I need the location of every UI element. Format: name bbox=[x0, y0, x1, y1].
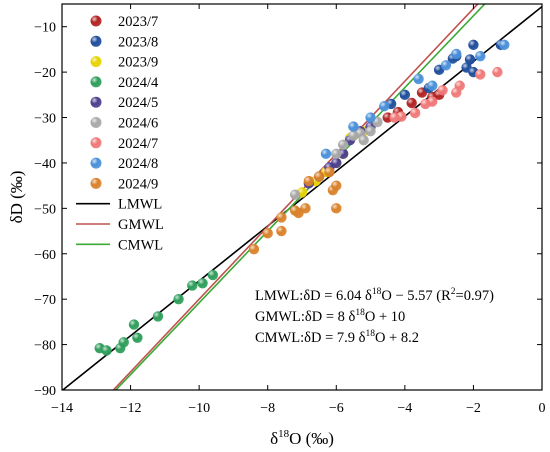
point-2024-6 bbox=[289, 189, 301, 200]
point-2024-8 bbox=[451, 48, 462, 60]
point-2024-6 bbox=[358, 135, 369, 146]
y-tick-label: −70 bbox=[34, 293, 56, 308]
point-2024-6 bbox=[337, 139, 349, 150]
point-2024-7 bbox=[451, 87, 462, 98]
y-axis-label: δD (‰) bbox=[7, 171, 26, 224]
point-2024-7 bbox=[389, 112, 400, 123]
point-2024-9 bbox=[248, 244, 260, 255]
point-2024-4 bbox=[152, 311, 164, 322]
legend-label: 2023/8 bbox=[118, 34, 158, 50]
point-2024-4 bbox=[132, 332, 143, 343]
y-tick-label: −50 bbox=[34, 202, 56, 217]
x-tick-label: −10 bbox=[188, 401, 210, 416]
x-tick-label: −12 bbox=[120, 401, 142, 416]
legend-label: GMWL bbox=[118, 217, 164, 233]
point-2024-6 bbox=[365, 125, 376, 137]
legend-marker bbox=[90, 117, 102, 128]
x-axis-label: δ18O (‰) bbox=[270, 428, 334, 448]
point-2023-8 bbox=[399, 89, 411, 101]
x-tick-label: −14 bbox=[51, 401, 73, 416]
point-2024-8 bbox=[365, 112, 376, 123]
legend-label: 2024/5 bbox=[118, 95, 158, 111]
point-2024-9 bbox=[331, 180, 342, 191]
y-tick-label: −60 bbox=[34, 248, 56, 263]
point-2023-8 bbox=[468, 39, 479, 51]
point-2024-8 bbox=[427, 80, 438, 91]
point-2023-7 bbox=[406, 97, 417, 109]
point-2024-4 bbox=[128, 319, 140, 330]
equation-text: LMWL:δD = 6.04 δ18O − 5.57 (R2=0.97) bbox=[255, 287, 494, 304]
legend-label: 2024/6 bbox=[118, 116, 158, 132]
point-2024-6 bbox=[331, 148, 342, 160]
point-2024-6 bbox=[348, 130, 359, 141]
point-2024-4 bbox=[173, 293, 184, 305]
point-2024-7 bbox=[492, 66, 503, 78]
legend-marker bbox=[90, 137, 102, 149]
point-2024-7 bbox=[437, 85, 448, 96]
y-tick-label: −40 bbox=[34, 157, 56, 172]
legend-marker bbox=[90, 56, 102, 68]
legend-label: CMWL bbox=[118, 237, 163, 253]
point-2024-8 bbox=[475, 51, 486, 62]
legend-marker bbox=[90, 157, 102, 169]
point-2024-7 bbox=[420, 98, 431, 110]
legend-label: 2024/7 bbox=[118, 136, 158, 152]
legend-marker bbox=[90, 177, 102, 189]
legend-label: 2023/7 bbox=[118, 14, 158, 30]
x-tick-label: −2 bbox=[466, 401, 481, 416]
legend-marker bbox=[90, 35, 102, 47]
point-2024-8 bbox=[348, 121, 359, 132]
point-2024-9 bbox=[276, 225, 287, 237]
x-tick-label: −4 bbox=[397, 401, 412, 416]
y-tick-label: −10 bbox=[34, 21, 56, 36]
line-lmwl bbox=[62, 5, 542, 390]
plot-frame bbox=[61, 3, 543, 391]
y-tick-label: −20 bbox=[34, 66, 56, 81]
point-2024-4 bbox=[187, 280, 198, 291]
point-2024-8 bbox=[440, 60, 452, 71]
point-2024-9 bbox=[331, 203, 342, 214]
legend-label: LMWL bbox=[118, 197, 162, 213]
point-2024-9 bbox=[289, 205, 301, 216]
legend-marker bbox=[90, 96, 102, 108]
point-2024-7 bbox=[475, 69, 486, 80]
legend-label: 2024/9 bbox=[118, 176, 158, 192]
point-2024-9 bbox=[303, 175, 315, 187]
y-tick-label: −80 bbox=[34, 339, 56, 354]
point-2024-4 bbox=[197, 278, 208, 289]
equation-text: GMWL:δD = 8 δ18O + 10 bbox=[255, 308, 405, 325]
point-2024-7 bbox=[409, 107, 421, 119]
legend-label: 2023/9 bbox=[118, 55, 158, 71]
point-2024-9 bbox=[324, 166, 335, 178]
legend-label: 2024/8 bbox=[118, 156, 158, 172]
equation-text: CMWL:δD = 7.9 δ18O + 8.2 bbox=[255, 329, 419, 346]
point-2024-8 bbox=[499, 39, 510, 51]
point-2024-8 bbox=[320, 148, 332, 160]
point-2024-9 bbox=[300, 203, 311, 214]
point-2024-4 bbox=[118, 337, 129, 348]
point-2024-4 bbox=[207, 269, 219, 281]
legend-marker bbox=[90, 15, 102, 27]
legend-marker bbox=[90, 76, 102, 88]
x-tick-label: −6 bbox=[329, 401, 344, 416]
x-tick-label: 0 bbox=[539, 401, 546, 416]
y-tick-label: −30 bbox=[34, 112, 56, 127]
point-2023-8 bbox=[464, 54, 476, 65]
point-2024-8 bbox=[413, 73, 424, 85]
point-2024-4 bbox=[101, 345, 112, 356]
point-2024-9 bbox=[313, 171, 325, 182]
x-tick-label: −8 bbox=[260, 401, 275, 416]
y-tick-label: −90 bbox=[34, 384, 56, 399]
point-2024-9 bbox=[276, 212, 287, 223]
point-2024-8 bbox=[379, 100, 390, 112]
point-2024-9 bbox=[262, 228, 273, 239]
legend-label: 2024/4 bbox=[118, 75, 159, 91]
